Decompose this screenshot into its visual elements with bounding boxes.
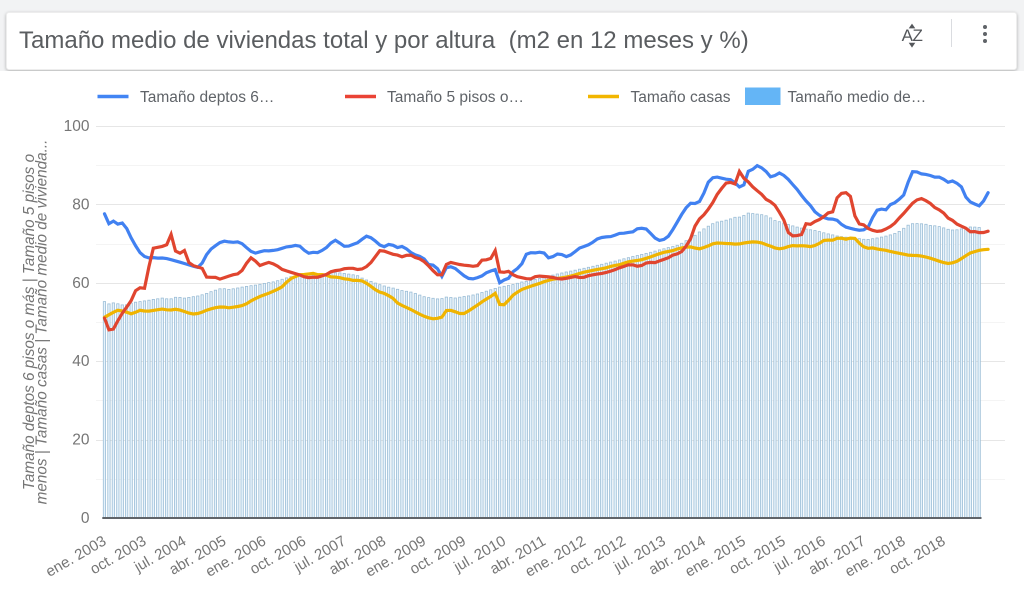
svg-text:menos | Tamaño casas | Tamaño: menos | Tamaño casas | Tamaño medio de v… [34, 140, 51, 505]
svg-text:Tamaño 5 pisos o…: Tamaño 5 pisos o… [387, 89, 524, 106]
svg-text:0: 0 [81, 510, 90, 527]
svg-text:60: 60 [72, 275, 90, 292]
svg-text:Tamaño deptos 6 pisos o más |: Tamaño deptos 6 pisos o más | Tamaño 5 p… [21, 153, 38, 490]
svg-text:80: 80 [72, 196, 90, 213]
svg-text:40: 40 [72, 353, 90, 370]
svg-text:100: 100 [64, 118, 90, 135]
svg-text:Tamaño deptos 6…: Tamaño deptos 6… [140, 89, 274, 106]
svg-text:AZ: AZ [902, 26, 923, 45]
svg-text:Tamaño medio de…: Tamaño medio de… [788, 89, 927, 106]
svg-text:20: 20 [72, 432, 90, 449]
svg-text:Tamaño casas: Tamaño casas [631, 89, 731, 106]
